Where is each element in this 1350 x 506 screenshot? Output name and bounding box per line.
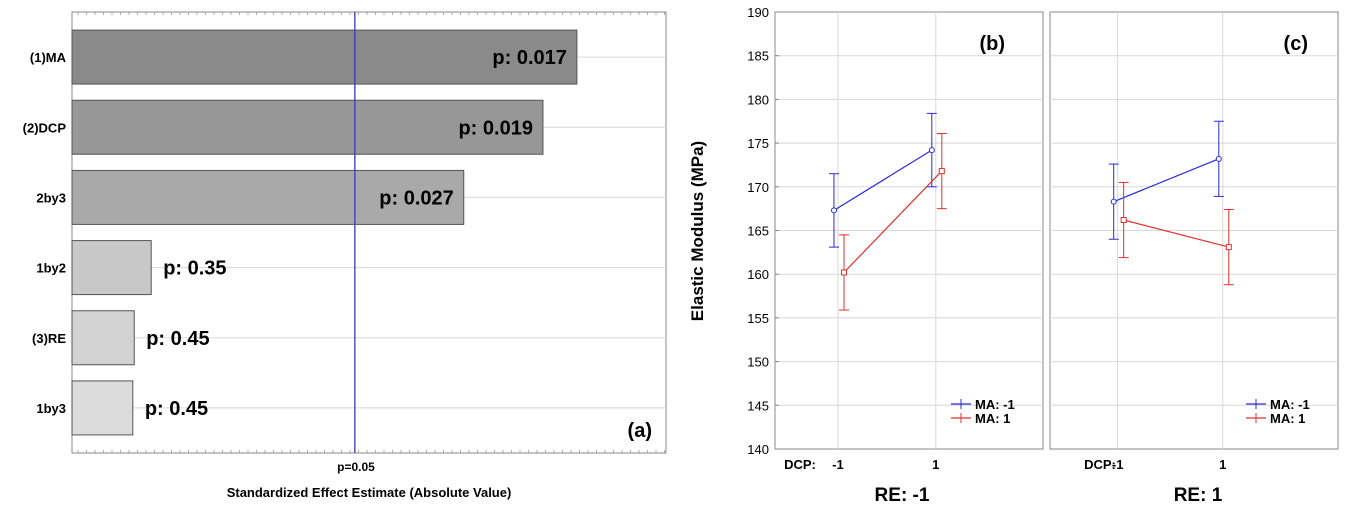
bar — [71, 380, 134, 436]
series-line — [833, 149, 933, 211]
y-tick-label: 140 — [747, 442, 769, 457]
data-point — [840, 269, 847, 276]
bar-data-label: p: 0.017 — [492, 47, 566, 69]
legend-entry: MA: 1 — [975, 411, 1010, 426]
panel-label-b: (b) — [979, 33, 1005, 55]
y-tick-label: 175 — [747, 136, 769, 151]
x-axis-label: Standardized Effect Estimate (Absolute V… — [227, 485, 512, 500]
bottom-label-c: RE: 1 — [1174, 485, 1223, 506]
y-tick-label: 150 — [747, 355, 769, 370]
x-tick-label: -1 — [832, 457, 844, 472]
y-tick-label: 165 — [747, 224, 769, 239]
y-tick-label: 145 — [747, 398, 769, 413]
panel-label-a: (a) — [628, 420, 652, 442]
bar-data-label: p: 0.35 — [163, 258, 226, 280]
pareto-plot-area — [71, 11, 667, 454]
category-label: 1by2 — [36, 261, 66, 276]
bar — [71, 29, 578, 85]
bar — [71, 169, 465, 225]
bar — [71, 240, 152, 296]
y-axis-label: Elastic Modulus (MPa) — [688, 141, 707, 321]
x-tick-label: -1 — [1112, 457, 1124, 472]
series-line — [1113, 158, 1220, 203]
legend-entry: MA: -1 — [1270, 397, 1310, 412]
interaction-plot-re-minus-1: 140 145 150 155 160 165 170 175 180 185 190 MA: -1… — [688, 5, 1044, 506]
x-prefix-b: DCP: — [784, 457, 816, 472]
bar — [71, 99, 544, 155]
category-label: (2)DCP — [23, 120, 67, 135]
series-line — [1123, 219, 1229, 248]
x-prefix-c: DCP: — [1084, 457, 1116, 472]
data-point — [1215, 155, 1222, 162]
y-tick-label: 170 — [747, 180, 769, 195]
data-point — [928, 147, 935, 154]
bar-data-label: p: 0.45 — [145, 398, 208, 420]
category-label: (1)MA — [30, 50, 67, 65]
series-line — [843, 170, 943, 273]
x-tick-label: 1 — [932, 457, 939, 472]
category-label: 2by3 — [36, 190, 66, 205]
y-tick-label: 160 — [747, 267, 769, 282]
data-point — [1110, 198, 1117, 205]
data-point — [830, 207, 837, 214]
bar-data-label: p: 0.019 — [458, 117, 532, 139]
bar — [71, 310, 135, 366]
y-tick-label: 190 — [747, 5, 769, 20]
interaction-plot-re-1: MA: -1MA: 1 (c) DCP: -1 1 RE: 1 — [1049, 11, 1339, 506]
bar-data-label: p: 0.027 — [379, 187, 453, 209]
y-tick-label: 155 — [747, 311, 769, 326]
panel-label-c: (c) — [1284, 33, 1308, 55]
legend-entry: MA: -1 — [975, 397, 1015, 412]
y-tick-label: 180 — [747, 92, 769, 107]
y-tick-label: 185 — [747, 49, 769, 64]
category-label: (3)RE — [32, 331, 66, 346]
bar-data-label: p: 0.45 — [146, 328, 209, 350]
x-tick-label: 1 — [1219, 457, 1226, 472]
data-point — [1120, 217, 1127, 224]
bottom-label-b: RE: -1 — [875, 485, 930, 506]
category-label: 1by3 — [36, 401, 66, 416]
legend-entry: MA: 1 — [1270, 411, 1305, 426]
data-point — [938, 168, 945, 175]
pareto-chart: (1)MA p: 0.017 (2)DCP p: 0.019 2by3 p: 0.027 1… — [23, 11, 667, 500]
reference-line-label: p=0.05 — [337, 460, 375, 474]
data-point — [1225, 244, 1232, 251]
